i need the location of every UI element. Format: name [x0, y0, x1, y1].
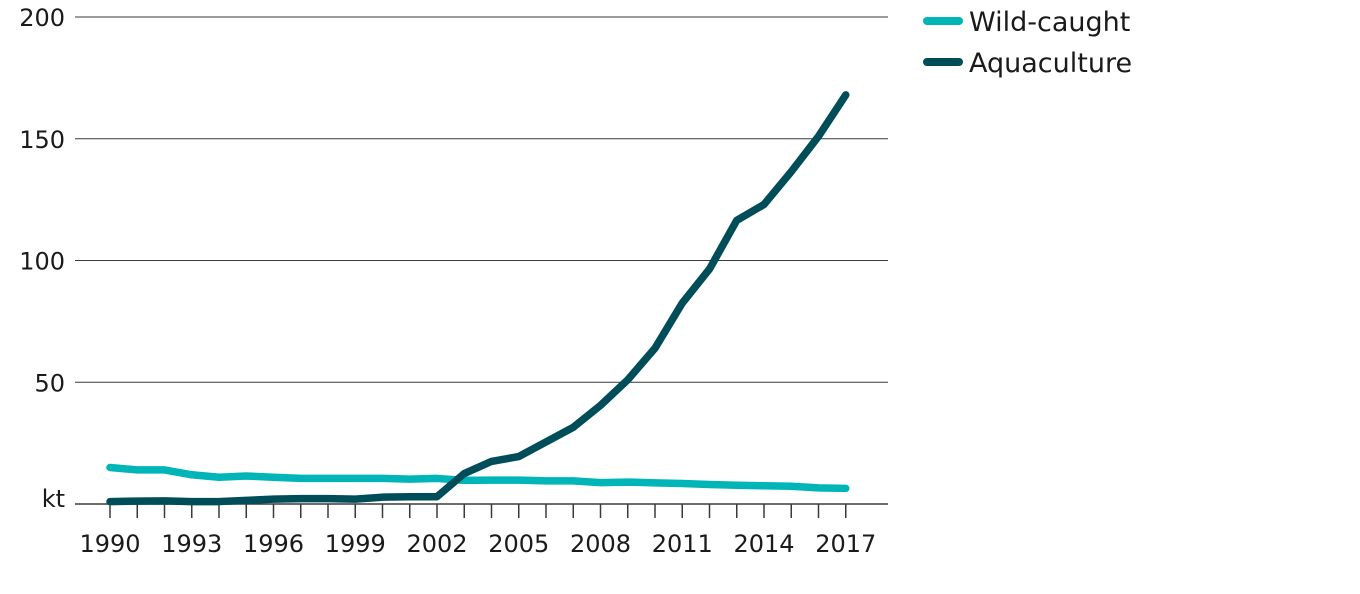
y-tick-label: 150	[19, 126, 65, 154]
legend-label: Wild-caught	[969, 7, 1130, 38]
x-tick-label: 2002	[406, 530, 467, 558]
legend-label: Aquaculture	[969, 48, 1132, 79]
axes	[75, 503, 888, 518]
x-tick-label: 1999	[325, 530, 386, 558]
x-tick-label: 1993	[161, 530, 222, 558]
series-line-aquaculture	[106, 91, 850, 506]
series-line-wild-caught	[106, 463, 850, 493]
x-tick-label: 1990	[79, 530, 140, 558]
x-tick-label: 2011	[652, 530, 713, 558]
y-tick-label: 50	[34, 369, 65, 397]
x-tick-label: 1996	[243, 530, 304, 558]
tick-labels: 50 100 150 200 kt 1990 1993 1996 1999 2002 2005 200…	[19, 4, 876, 558]
x-tick-label: 2017	[815, 530, 876, 558]
y-unit-label: kt	[42, 485, 65, 513]
x-tick-label: 2014	[733, 530, 794, 558]
x-tick-label: 2005	[488, 530, 549, 558]
series-lines	[106, 91, 850, 506]
x-tick-label: 2008	[570, 530, 631, 558]
y-tick-label: 200	[19, 4, 65, 32]
y-tick-label: 100	[19, 248, 65, 276]
gridlines	[75, 16, 888, 383]
legend: Wild-caught Aquaculture	[923, 7, 1132, 79]
